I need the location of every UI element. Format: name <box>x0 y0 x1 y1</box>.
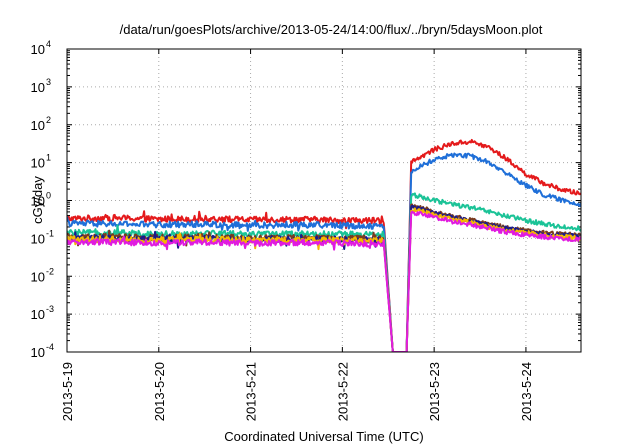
y-tick-base: 10 <box>31 42 45 57</box>
y-tick-base: 10 <box>31 269 45 284</box>
x-axis-label: Coordinated Universal Time (UTC) <box>224 429 423 444</box>
y-tick-label: 10 0 <box>31 191 51 209</box>
y-tick-exponent: -4 <box>46 342 54 352</box>
y-tick-label: 10 1 <box>31 153 51 171</box>
x-tick-label: 2013-5-21 <box>244 362 259 421</box>
y-tick-base: 10 <box>31 345 45 360</box>
x-tick-label: 2013-5-22 <box>335 362 350 421</box>
y-tick-label: 10 4 <box>31 39 51 57</box>
y-tick-exponent: 4 <box>46 39 51 49</box>
series-line <box>67 152 581 352</box>
y-tick-label: 10 2 <box>31 115 51 133</box>
y-tick-label: 10 -3 <box>31 304 54 322</box>
y-tick-exponent: 0 <box>46 191 51 201</box>
y-tick-label: 10 -1 <box>31 228 54 246</box>
x-tick-label: 2013-5-20 <box>152 362 167 421</box>
y-tick-label: 10 -2 <box>31 266 54 284</box>
grid <box>66 49 581 352</box>
y-tick-base: 10 <box>31 80 45 95</box>
y-tick-label: 10 3 <box>31 77 51 95</box>
y-tick-exponent: -1 <box>46 228 54 238</box>
y-tick-exponent: 3 <box>46 77 51 87</box>
y-tick-base: 10 <box>31 307 45 322</box>
plot-area <box>67 138 581 352</box>
y-tick-exponent: 2 <box>46 115 51 125</box>
y-tick-base: 10 <box>31 194 45 209</box>
x-tick-label: 2013-5-23 <box>427 362 442 421</box>
x-tick-label: 2013-5-24 <box>519 362 534 421</box>
y-tick-base: 10 <box>31 231 45 246</box>
y-tick-exponent: -2 <box>46 266 54 276</box>
series-line <box>67 207 581 352</box>
chart-title: /data/run/goesPlots/archive/2013-05-24/1… <box>120 22 543 37</box>
y-tick-label: 10 -4 <box>31 342 54 360</box>
series-line <box>67 138 581 352</box>
y-tick-base: 10 <box>31 118 45 133</box>
plot-frame <box>66 48 582 353</box>
y-tick-exponent: 1 <box>46 153 51 163</box>
series-line <box>67 210 581 352</box>
x-axis: 2013-5-19 2013-5-20 2013-5-21 2013-5-22 2013… <box>60 49 534 421</box>
y-tick-exponent: -3 <box>46 304 54 314</box>
x-tick-label: 2013-5-19 <box>60 362 75 421</box>
y-axis-label: cGy/day <box>30 176 45 224</box>
y-tick-base: 10 <box>31 156 45 171</box>
